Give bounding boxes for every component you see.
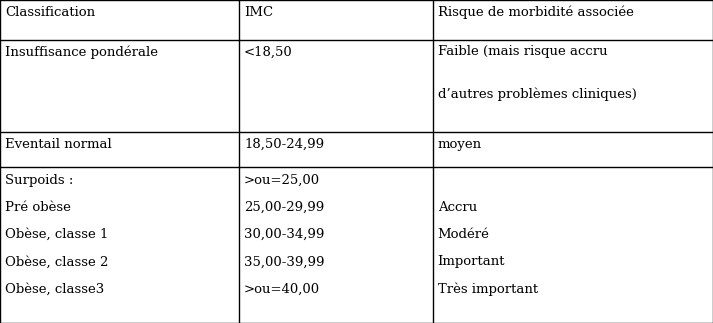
Text: Faible (mais risque accru

d’autres problèmes cliniques): Faible (mais risque accru d’autres probl…	[438, 46, 637, 101]
Text: >ou=25,00: >ou=25,00	[244, 174, 320, 187]
Text: Obèse, classe 2: Obèse, classe 2	[5, 255, 108, 268]
Text: Surpoids :: Surpoids :	[5, 174, 73, 187]
Text: Pré obèse: Pré obèse	[5, 201, 71, 214]
Text: 30,00-34,99: 30,00-34,99	[244, 228, 324, 241]
Text: Obèse, classe3: Obèse, classe3	[5, 282, 104, 295]
Text: <18,50: <18,50	[244, 46, 293, 58]
Text: Risque de morbidité associée: Risque de morbidité associée	[438, 6, 634, 19]
Text: Très important: Très important	[438, 282, 538, 296]
Text: Insuffisance pondérale: Insuffisance pondérale	[5, 46, 158, 59]
Text: IMC: IMC	[244, 6, 273, 19]
Text: Eventail normal: Eventail normal	[5, 138, 112, 151]
Text: 18,50-24,99: 18,50-24,99	[244, 138, 324, 151]
Text: Accru: Accru	[438, 201, 477, 214]
Text: Important: Important	[438, 255, 505, 268]
Text: 35,00-39,99: 35,00-39,99	[244, 255, 324, 268]
Text: Obèse, classe 1: Obèse, classe 1	[5, 228, 108, 241]
Text: Modéré: Modéré	[438, 228, 490, 241]
Text: 25,00-29,99: 25,00-29,99	[244, 201, 324, 214]
Text: >ou=40,00: >ou=40,00	[244, 282, 320, 295]
Text: moyen: moyen	[438, 138, 482, 151]
Text: Classification: Classification	[5, 6, 95, 19]
